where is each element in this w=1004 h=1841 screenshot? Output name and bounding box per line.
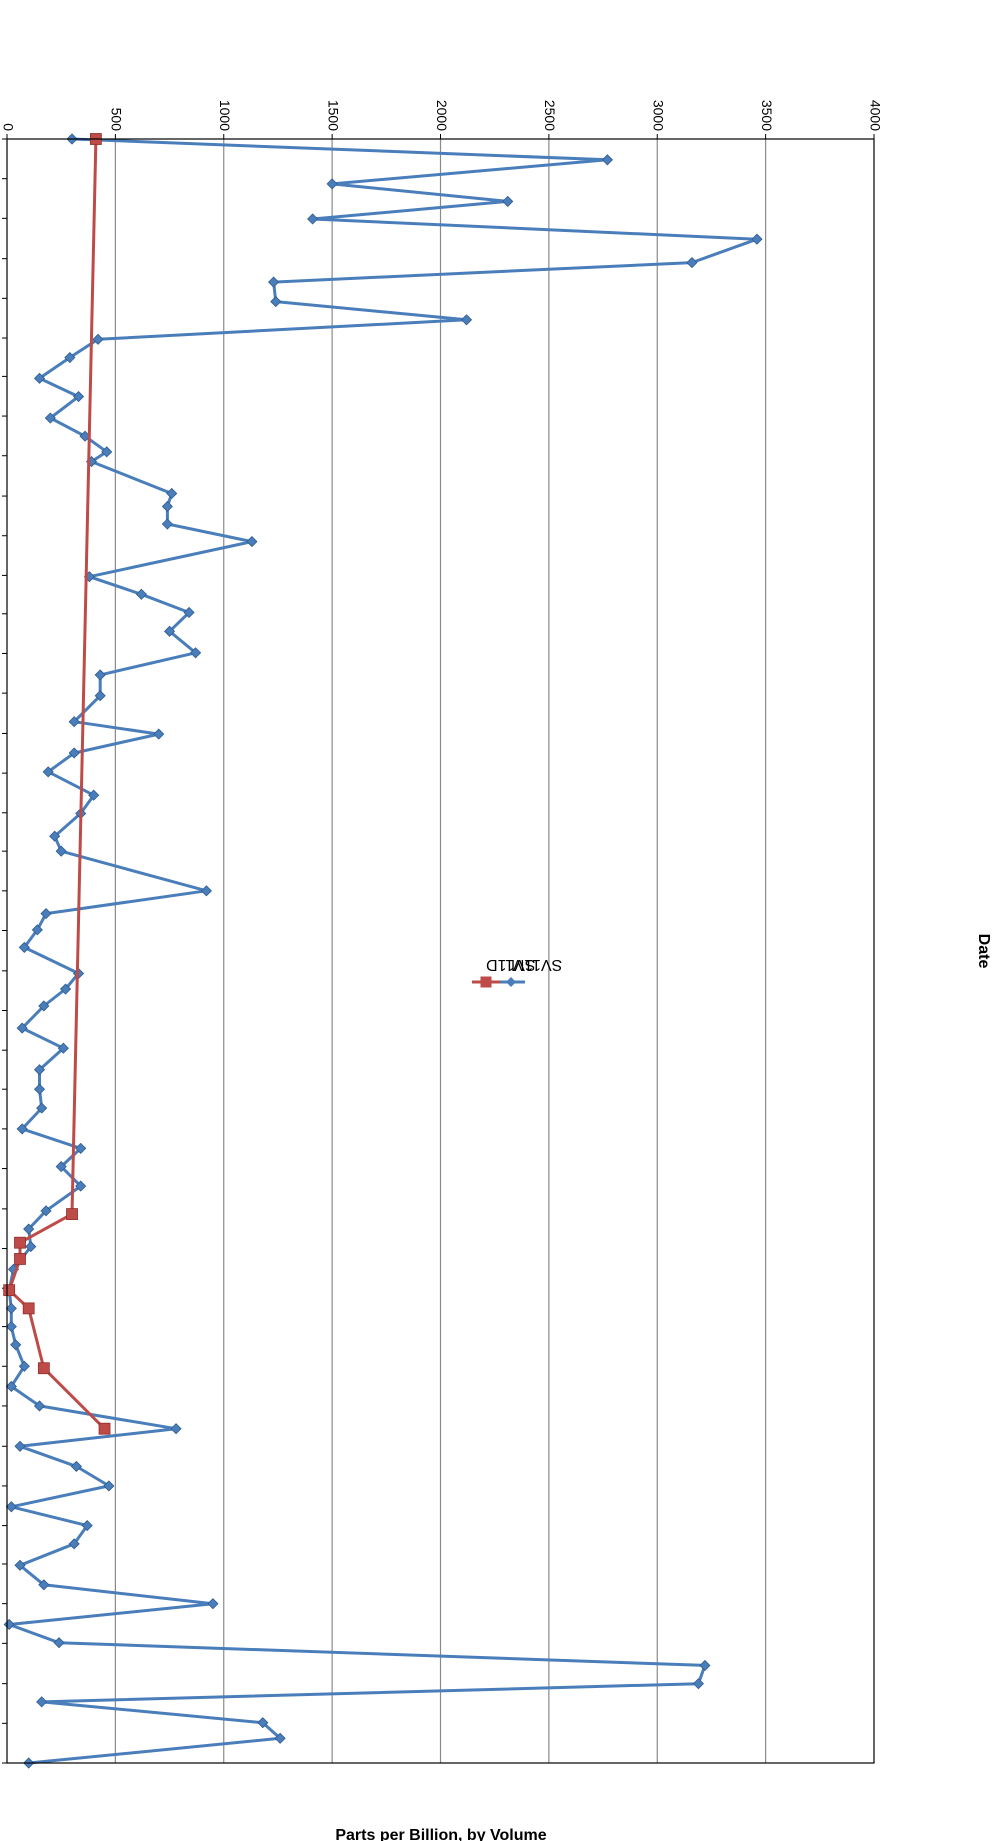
data-point-sv11d [15,1237,26,1248]
y-tick-label: 1000 [217,100,233,131]
y-axis-ticks: 0 500 1000 1500 2000 2500 3000 3500 4000 [0,100,883,139]
data-point-sv11d [15,1253,26,1264]
data-point-sv11d [99,1423,110,1434]
y-axis-title: Parts per Billion, by Volume [335,1827,546,1841]
chart-rotated-group: 3/24/20085/24/20087/24/20089/24/200811/2… [0,100,992,1841]
y-tick-label: 3000 [651,100,667,131]
y-tick-label: 500 [109,108,125,132]
y-tick-label: 3500 [759,100,775,131]
y-tick-label: 2500 [542,100,558,131]
data-point-sv11d [23,1303,34,1314]
data-point-sv11d [38,1363,49,1374]
data-point-sv11d [67,1209,78,1220]
y-tick-label: 0 [0,123,16,131]
x-axis-title: Date [975,934,992,969]
legend-marker-sv11d [481,977,492,988]
y-tick-label: 1500 [325,100,341,131]
legend-label-sv11d: SV11D [486,956,536,973]
y-tick-label: 2000 [434,100,450,131]
x-axis-ticks: 3/24/20085/24/20087/24/20089/24/200811/2… [0,132,7,1772]
y-tick-label: 4000 [867,100,883,131]
data-point-sv11d [4,1285,15,1296]
